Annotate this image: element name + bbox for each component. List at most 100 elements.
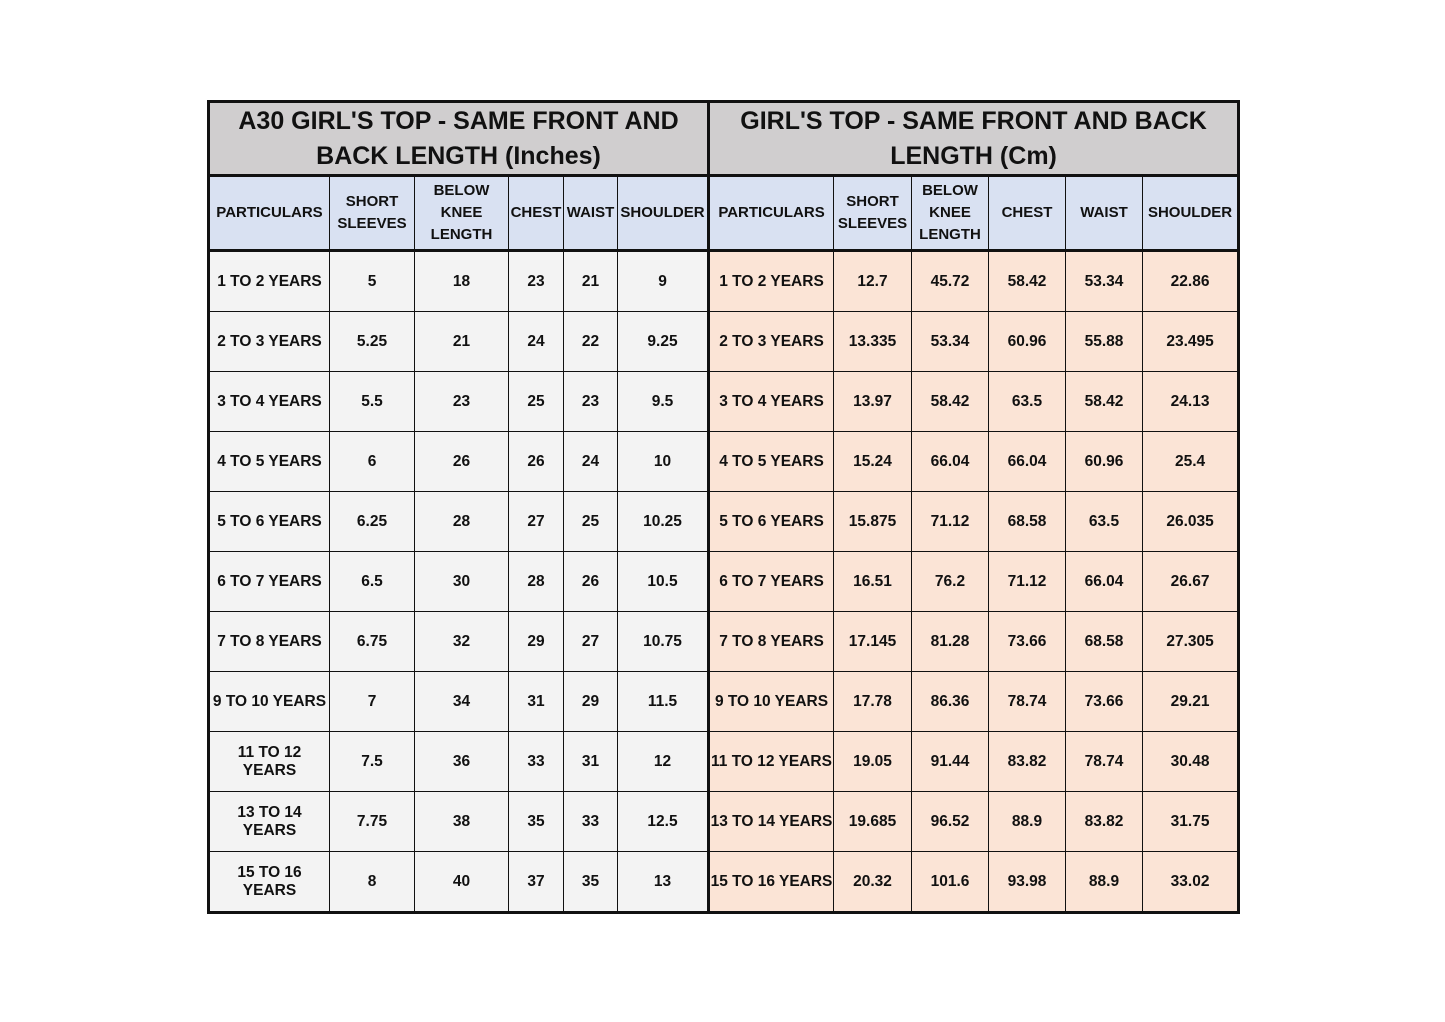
table-row: 1 TO 2 YEARS 5 18 23 21 9 1 TO 2 YEARS 12.7 45.7…: [208, 250, 1240, 312]
table-row: 11 TO 12 YEARS 7.5 36 33 31 12 11 TO 12 YEARS 1…: [208, 731, 1240, 792]
inches-column-header: SHOULDER: [616, 175, 710, 252]
inches-cell: 23: [414, 371, 509, 432]
table-row: 15 TO 16 YEARS 8 40 37 35 13 15 TO 16 YEARS 20.…: [208, 851, 1240, 913]
inches-cell: 21: [414, 311, 509, 372]
cm-cell: 66.04: [911, 431, 990, 492]
cm-cell: 71.12: [988, 551, 1067, 612]
cm-cell: 25.4: [1142, 431, 1240, 492]
inches-cell: 6.75: [329, 611, 415, 672]
cm-cell: 73.66: [1065, 671, 1144, 732]
cm-cell: 53.34: [1065, 250, 1144, 312]
inches-cell: 13 TO 14 YEARS: [208, 791, 330, 852]
inches-table-title: A30 GIRL'S TOP - SAME FRONT AND BACK LEN…: [207, 101, 710, 177]
inches-cell: 2 TO 3 YEARS: [208, 311, 330, 372]
cm-cell: 66.04: [988, 431, 1067, 492]
inches-cell: 10.5: [616, 551, 710, 612]
cm-cell: 13.335: [833, 311, 913, 372]
inches-cell: 11 TO 12 YEARS: [208, 731, 330, 792]
inches-cell: 33: [508, 731, 564, 792]
cm-cell: 20.32: [833, 851, 913, 913]
cm-cell: 15 TO 16 YEARS: [707, 851, 835, 913]
cm-cell: 58.42: [1065, 371, 1144, 432]
cm-cell: 26.67: [1142, 551, 1240, 612]
inches-cell: 12: [616, 731, 710, 792]
inches-cell: 6: [329, 431, 415, 492]
inches-cell: 22: [563, 311, 618, 372]
cm-column-header: SHOULDER: [1142, 175, 1240, 252]
cm-column-header: SHORT SLEEVES: [833, 175, 913, 252]
inches-cell: 34: [414, 671, 509, 732]
cm-cell: 29.21: [1142, 671, 1240, 732]
inches-cell: 38: [414, 791, 509, 852]
inches-cell: 11.5: [616, 671, 710, 732]
cm-cell: 53.34: [911, 311, 990, 372]
inches-cell: 3 TO 4 YEARS: [208, 371, 330, 432]
cm-cell: 12.7: [833, 250, 913, 312]
inches-cell: 27: [563, 611, 618, 672]
inches-cell: 40: [414, 851, 509, 913]
inches-cell: 5.25: [329, 311, 415, 372]
cm-cell: 13.97: [833, 371, 913, 432]
cm-cell: 6 TO 7 YEARS: [707, 551, 835, 612]
cm-cell: 3 TO 4 YEARS: [707, 371, 835, 432]
table-row: 5 TO 6 YEARS 6.25 28 27 25 10.25 5 TO 6 YEARS 1…: [208, 491, 1240, 552]
inches-cell: 33: [563, 791, 618, 852]
inches-cell: 7.5: [329, 731, 415, 792]
inches-column-header: SHORT SLEEVES: [329, 175, 415, 252]
inches-cell: 25: [563, 491, 618, 552]
inches-cell: 12.5: [616, 791, 710, 852]
cm-cell: 27.305: [1142, 611, 1240, 672]
inches-cell: 7 TO 8 YEARS: [208, 611, 330, 672]
table-row: 13 TO 14 YEARS 7.75 38 35 33 12.5 13 TO 14 YEA…: [208, 791, 1240, 852]
cm-cell: 19.685: [833, 791, 913, 852]
cm-table-title: GIRL'S TOP - SAME FRONT AND BACK LENGTH …: [707, 101, 1240, 177]
inches-cell: 4 TO 5 YEARS: [208, 431, 330, 492]
cm-cell: 76.2: [911, 551, 990, 612]
inches-cell: 5 TO 6 YEARS: [208, 491, 330, 552]
inches-cell: 9.5: [616, 371, 710, 432]
inches-cell: 31: [563, 731, 618, 792]
cm-cell: 13 TO 14 YEARS: [707, 791, 835, 852]
inches-column-header: CHEST: [508, 175, 564, 252]
cm-cell: 2 TO 3 YEARS: [707, 311, 835, 372]
inches-column-header: WAIST: [563, 175, 618, 252]
size-chart-table: A30 GIRL'S TOP - SAME FRONT AND BACK LEN…: [207, 100, 1241, 914]
inches-cell: 26: [414, 431, 509, 492]
cm-cell: 31.75: [1142, 791, 1240, 852]
inches-cell: 23: [508, 250, 564, 312]
cm-cell: 66.04: [1065, 551, 1144, 612]
inches-cell: 10.75: [616, 611, 710, 672]
cm-cell: 17.78: [833, 671, 913, 732]
cm-cell: 5 TO 6 YEARS: [707, 491, 835, 552]
cm-cell: 93.98: [988, 851, 1067, 913]
inches-cell: 32: [414, 611, 509, 672]
cm-cell: 83.82: [988, 731, 1067, 792]
cm-cell: 55.88: [1065, 311, 1144, 372]
inches-cell: 21: [563, 250, 618, 312]
table-row: 9 TO 10 YEARS 7 34 31 29 11.5 9 TO 10 YEARS 17.…: [208, 671, 1240, 732]
inches-column-header: PARTICULARS: [208, 175, 330, 252]
inches-cell: 35: [508, 791, 564, 852]
cm-cell: 68.58: [988, 491, 1067, 552]
inches-cell: 29: [508, 611, 564, 672]
inches-cell: 25: [508, 371, 564, 432]
inches-cell: 13: [616, 851, 710, 913]
cm-cell: 30.48: [1142, 731, 1240, 792]
cm-cell: 78.74: [1065, 731, 1144, 792]
inches-cell: 1 TO 2 YEARS: [208, 250, 330, 312]
cm-cell: 68.58: [1065, 611, 1144, 672]
inches-cell: 37: [508, 851, 564, 913]
cm-cell: 88.9: [1065, 851, 1144, 913]
cm-column-header: WAIST: [1065, 175, 1144, 252]
cm-cell: 73.66: [988, 611, 1067, 672]
cm-cell: 7 TO 8 YEARS: [707, 611, 835, 672]
inches-cell: 18: [414, 250, 509, 312]
inches-cell: 26: [508, 431, 564, 492]
inches-cell: 5.5: [329, 371, 415, 432]
inches-cell: 30: [414, 551, 509, 612]
inches-cell: 10: [616, 431, 710, 492]
cm-cell: 60.96: [1065, 431, 1144, 492]
cm-cell: 16.51: [833, 551, 913, 612]
cm-cell: 15.24: [833, 431, 913, 492]
inches-cell: 28: [414, 491, 509, 552]
